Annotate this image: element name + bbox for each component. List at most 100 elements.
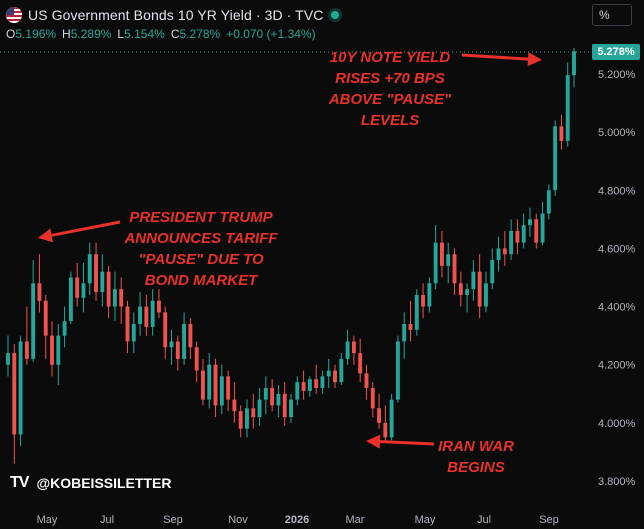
x-tick-label: Sep [163, 514, 183, 526]
x-tick-label: 2026 [285, 514, 309, 526]
candle [6, 335, 10, 377]
candle [477, 254, 482, 319]
candle [326, 358, 331, 388]
candle-body [458, 283, 463, 295]
candle [414, 289, 419, 336]
candle-body [37, 283, 42, 301]
candle [565, 62, 570, 147]
x-axis: May Jul Sep Nov 2026 Mar May Jul Sep [37, 514, 559, 526]
candle-body [496, 248, 501, 261]
candle [175, 335, 180, 371]
candle-body [490, 260, 495, 284]
chart-header: US Government Bonds 10 YR Yield · 3D · T… [6, 5, 340, 25]
candle [471, 260, 476, 301]
ohlc-values: O5.196% H5.289% L5.154% C5.278% +0.070 (+1.3… [6, 27, 316, 41]
candle [408, 300, 413, 342]
candle [270, 379, 275, 412]
y-tick-label: 5.000% [598, 127, 636, 139]
candle-body [540, 213, 545, 243]
candle [427, 277, 432, 313]
annotation-line: IRAN WAR [438, 438, 514, 455]
candle-body [546, 190, 551, 214]
x-tick-label: May [415, 514, 436, 526]
candle [439, 230, 444, 278]
candle-body [232, 399, 237, 412]
candle-body [477, 271, 482, 307]
ohlc-item: H5.289% [62, 27, 111, 41]
candle-body [465, 289, 470, 295]
candle-body [56, 335, 61, 365]
candle [138, 292, 143, 336]
candle [144, 294, 149, 336]
y-tick-label: 4.400% [598, 302, 636, 314]
candle-body [188, 324, 193, 348]
ohlc-item: L5.154% [117, 27, 164, 41]
x-tick-label: Jul [477, 514, 491, 526]
candle-body [112, 289, 117, 307]
candle-body [307, 379, 312, 391]
candle [295, 376, 300, 406]
candle-body [521, 225, 526, 243]
annotation-line: ANNOUNCES TARIFF [124, 230, 278, 247]
candle [377, 393, 381, 429]
brand-handle: @KOBEISSILETTER [36, 475, 172, 491]
candle [320, 370, 325, 394]
annotation-line: "PAUSE" DUE TO [138, 251, 264, 268]
candle-body [245, 408, 249, 429]
candle [50, 321, 54, 377]
market-status-dot [331, 11, 340, 19]
candle [521, 213, 526, 249]
y-tick-label: 5.200% [598, 69, 636, 81]
candle [131, 312, 136, 354]
candle [37, 254, 42, 313]
candle-body [68, 277, 73, 322]
candle-body [471, 271, 476, 290]
candle-body [565, 75, 570, 141]
candle [100, 254, 105, 307]
candle [333, 364, 337, 388]
candle-body [389, 399, 394, 438]
candle-body [345, 341, 350, 359]
candle [395, 335, 400, 403]
y-axis: 3.800% 4.000% 4.200% 4.400% 4.600% 4.800% 5.00… [598, 69, 636, 488]
candle [421, 283, 426, 319]
candle [194, 341, 199, 383]
candle [553, 120, 558, 197]
candle-body [125, 306, 130, 342]
candle-body [257, 399, 262, 418]
candle-body [270, 387, 275, 406]
candle-body [452, 254, 457, 284]
candle-body [333, 370, 337, 383]
candle-body [119, 289, 124, 307]
annotation-line: PRESIDENT TRUMP [129, 209, 273, 226]
candle [201, 358, 205, 406]
y-tick-label: 3.800% [598, 476, 636, 488]
candle-body [559, 126, 564, 141]
candle-body [18, 341, 23, 435]
candle-body [408, 324, 413, 330]
annotation-line: LEVELS [360, 112, 420, 129]
arrow-to-pause [38, 220, 121, 243]
annotation-line: BOND MARKET [144, 272, 258, 289]
percent-scale-button[interactable]: % [592, 4, 632, 26]
candle-body [301, 382, 306, 391]
candle-body [339, 358, 344, 383]
candle-body [509, 230, 514, 255]
candle [232, 382, 237, 423]
candle [87, 242, 92, 295]
candle-body [94, 254, 98, 293]
candle-body [320, 376, 325, 388]
y-tick-label: 4.800% [598, 185, 636, 197]
x-tick-label: Mar [346, 514, 365, 526]
candle-body [484, 283, 488, 307]
candle [106, 265, 111, 319]
ohlc-value: 5.154% [124, 27, 165, 41]
ohlc-value: +0.070 (+1.34%) [226, 27, 316, 41]
candle [345, 329, 350, 365]
candles-layer [6, 48, 576, 464]
annotation-line: 10Y NOTE YIELD [329, 49, 451, 66]
candle [314, 364, 319, 394]
candle-body [528, 219, 532, 226]
candle-body [62, 321, 67, 336]
